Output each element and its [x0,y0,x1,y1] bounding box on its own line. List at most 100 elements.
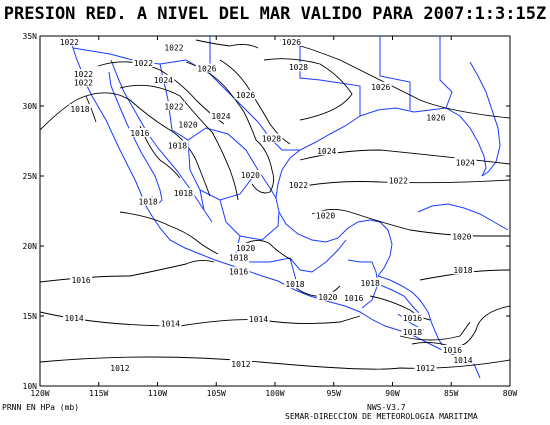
isobar-1022c [303,179,511,187]
isobar-label: 1016 [443,346,462,355]
isobar-label-bg [401,312,424,322]
lon-tick-label: 95W [327,389,342,398]
isobar-label-bg [401,326,424,336]
isobar-label: 1018 [174,189,193,198]
isobar-label: 1026 [426,114,445,123]
isobar-label: 1022 [60,38,79,47]
isobar-1022 [97,61,225,125]
isobar-label-bg [72,69,95,79]
isobar-label-bg [316,291,339,301]
isobar-label-bg [209,111,232,121]
isobar-label: 1026 [371,83,390,92]
lon-tick-label: 110W [148,389,167,398]
lat-tick-label: 35N [23,32,38,41]
isobar-1020b [311,209,510,237]
units-label: PRNN EN HPa (mb) [2,403,80,412]
map-frame [39,35,511,387]
isobar-label-bg [414,363,437,373]
isobar-label-bg [452,354,474,364]
isobar-label-bg [68,104,91,114]
isobar-1016 [39,259,215,283]
isobar-label-bg [452,265,474,275]
lat-tick-label: 20N [23,242,38,251]
isobar-label-bg [342,293,365,303]
isobar-label: 1012 [416,364,435,373]
isobar-1014b [399,321,471,341]
isobar-label-bg [227,252,250,262]
isobar-label-bg [387,175,410,185]
isobar-label: 1026 [236,91,255,100]
isobar-label: 1018 [70,105,89,114]
isobar-label-bg [152,74,175,84]
isobar-1028 [263,58,353,121]
isobar-label: 1026 [282,38,301,47]
isobar-label-bg [260,133,283,143]
lon-tick-label: 120W [30,389,49,398]
version-label: NWS-V3.7 [367,403,406,412]
sonora-coastline [110,59,213,223]
isobar-1018d [369,295,431,321]
isobar-label: 1024 [211,112,230,121]
us-state-border [299,36,361,116]
isobar-label: 1018 [229,254,248,263]
isobar-label-bg [227,266,250,276]
baja-east-coastline [108,71,163,205]
isobar-1016c [139,125,181,179]
lat-tick-label: 25N [23,172,38,181]
isobar-label: 1018 [403,328,422,337]
isobar-label: 1022 [164,102,183,111]
isobar-label-bg [108,363,131,373]
isobar-label-bg [159,318,182,328]
isobar-label: 1018 [168,142,187,151]
lon-tick-label: 115W [89,389,108,398]
isobar-label: 1016 [344,294,363,303]
isobar-label-bg [229,359,252,368]
isobar-label-bg [247,314,270,324]
isobar-label-layer: 1022102210221022102210241026102610281026… [58,37,477,373]
isobar-label-bg [72,77,95,87]
central-america-borders [377,283,425,331]
cuba-coastline [417,203,509,231]
isobar-label-bg [287,179,310,189]
isobar-label-bg [239,170,262,179]
isobar-label: 1014 [249,315,268,324]
isobar-label: 1022 [134,59,153,68]
isobar-1016d [411,305,511,348]
guatemala-border [347,259,379,309]
axis-ticks: 10N 15N 20N 25N 30N 35N 120W 115W 110W 105W 100W 95… [23,32,518,398]
isobar-label-bg [137,196,160,206]
isobar-label-bg [369,81,392,91]
lon-tick-label: 80W [503,389,518,398]
isobar-label: 1026 [197,65,216,74]
us-gulf-coastline [359,107,487,177]
isobar-1022b [195,39,259,49]
isobar-label: 1018 [285,280,304,289]
isobar-label: 1028 [289,63,308,72]
lat-tick-label: 30N [23,102,38,111]
isobar-label-bg [450,231,473,241]
isobar-label: 1020 [318,293,337,302]
map-border [39,35,511,387]
isobar-label: 1016 [403,314,422,323]
lon-tick-label: 100W [265,389,284,398]
gulf-coastline [275,115,393,277]
caribbean-coastline [377,275,447,353]
isobar-label: 1016 [229,268,248,277]
isobar-label: 1020 [178,121,197,130]
isobar-label: 1024 [317,147,336,156]
isobar-label: 1014 [453,356,472,365]
isobar-label: 1022 [389,177,408,186]
isobar-label-bg [315,146,338,156]
lon-tick-label: 105W [207,389,226,398]
isobar-label-bg [70,275,93,284]
isobar-label-bg [58,37,81,46]
isobar-label: 1024 [154,76,173,85]
isobar-label: 1014 [161,319,180,328]
isobar-label-bg [441,345,464,354]
isobar-label-bg [195,63,218,73]
isobar-label-bg [280,37,303,46]
isobar-label: 1020 [241,171,260,180]
isobar-label: 1022 [289,181,308,190]
isobar-1018b [119,211,219,255]
isobar-label-bg [162,101,185,111]
